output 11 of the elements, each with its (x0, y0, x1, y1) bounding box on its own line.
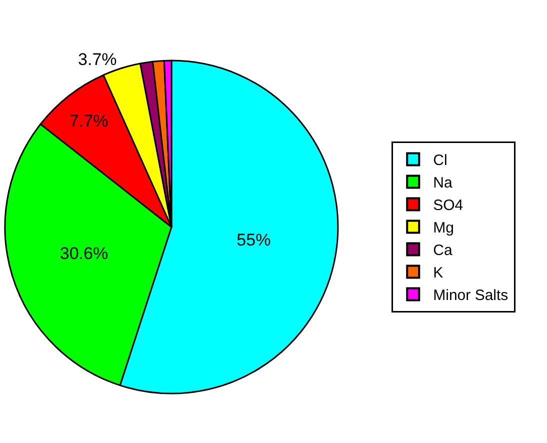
legend-label: Cl (433, 152, 448, 170)
legend-label: Na (433, 174, 453, 192)
legend-label: Ca (433, 242, 453, 260)
legend-label: Mg (433, 220, 454, 237)
legend-label: Minor Salts (433, 287, 508, 304)
data-label: 3.7% (78, 50, 117, 70)
data-label: 55% (236, 230, 271, 250)
legend-label: SO4 (433, 197, 464, 214)
data-label: 7.7% (69, 112, 108, 131)
data-label: 30.6% (60, 244, 108, 264)
legend-label: K (433, 264, 444, 282)
